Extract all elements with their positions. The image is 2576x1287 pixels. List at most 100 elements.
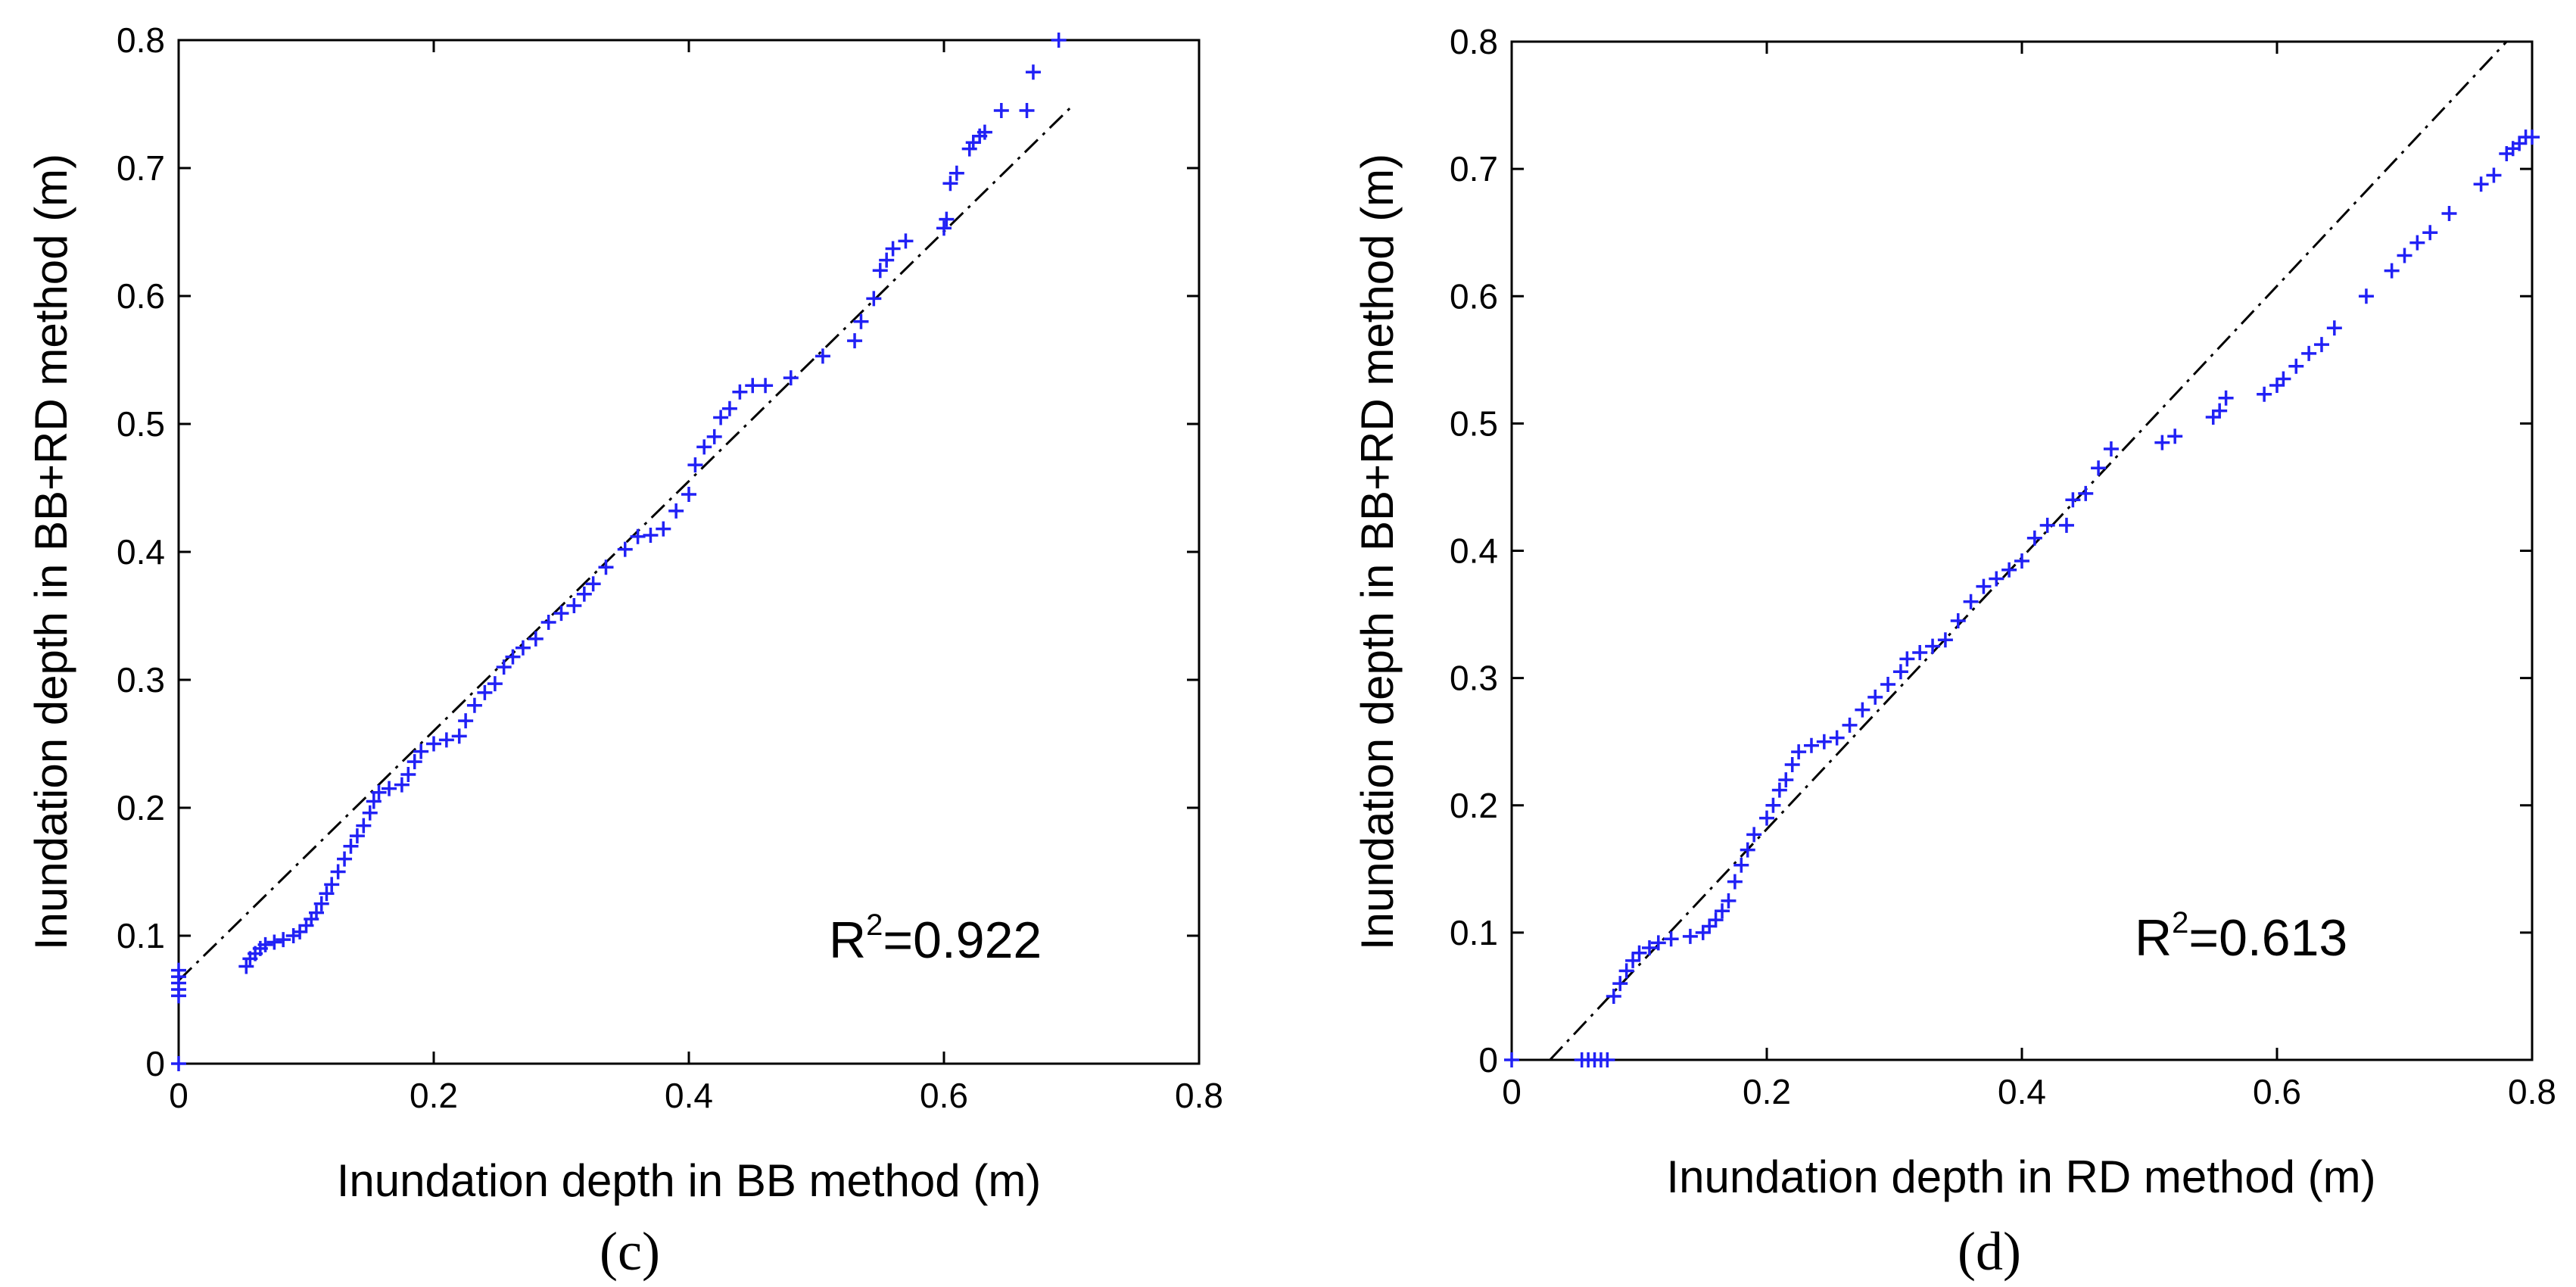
data-point (643, 528, 659, 544)
data-point (337, 851, 353, 867)
data-point (1778, 772, 1794, 788)
data-point (2326, 320, 2342, 336)
data-point (400, 767, 416, 783)
y-tick-label: 0.5 (1450, 404, 1498, 443)
data-point (2014, 553, 2029, 569)
y-tick-label: 0.3 (117, 660, 165, 700)
x-axis-label: Inundation depth in BB method (m) (337, 1155, 1042, 1206)
y-tick-labels: 0 0.1 0.2 0.3 0.4 0.5 0.6 0.7 0.8 (1450, 22, 1498, 1080)
data-point (356, 818, 372, 834)
x-tick-label: 0.2 (1743, 1072, 1791, 1111)
data-point (566, 597, 582, 613)
data-point (2039, 517, 2055, 533)
data-point (936, 220, 952, 236)
data-point (1740, 842, 1755, 858)
data-point (1612, 976, 1628, 992)
data-point (2313, 337, 2329, 353)
data-point (451, 728, 467, 744)
data-point (2218, 390, 2234, 406)
data-point (2486, 167, 2502, 183)
data-point (1880, 677, 1896, 693)
data-point (1976, 578, 1992, 594)
data-point (1899, 651, 1915, 667)
data-point (1663, 931, 1679, 947)
data-point (413, 743, 429, 759)
data-point (853, 313, 869, 329)
data-point (2397, 248, 2412, 263)
data-point (540, 614, 556, 630)
data-point (1727, 874, 1743, 890)
data-point (1829, 730, 1845, 746)
data-point (885, 241, 901, 257)
data-point (1641, 940, 1657, 956)
y-tick-label: 0.2 (117, 788, 165, 827)
data-point (696, 439, 712, 455)
x-axis-label: Inundation depth in RD method (m) (1666, 1151, 2375, 1202)
data-point (382, 781, 397, 796)
tick-marks (177, 39, 1201, 1065)
data-point (598, 559, 614, 575)
data-point (349, 828, 365, 844)
data-point (879, 252, 895, 268)
tick-marks (1510, 40, 2534, 1061)
data-point (1989, 571, 2004, 587)
data-point (324, 877, 340, 893)
data-point (2065, 492, 2081, 508)
data-point (783, 370, 799, 386)
data-point (630, 528, 646, 544)
data-point (505, 649, 521, 665)
data-point (1771, 782, 1787, 798)
data-point (371, 784, 387, 800)
data-point (993, 102, 1009, 118)
data-point (872, 263, 888, 279)
data-point (2441, 205, 2457, 221)
data-point (292, 924, 308, 940)
data-point (576, 586, 592, 602)
data-point (553, 606, 569, 622)
data-point (732, 384, 748, 400)
data-markers (1504, 129, 2540, 1067)
data-point (758, 378, 774, 394)
data-point (1715, 903, 1730, 919)
data-point (466, 697, 482, 713)
y-tick-label: 0.4 (117, 532, 165, 572)
scatter-panel-d: 0 0.2 0.4 0.6 0.8 00.10.20.30.40.50.60.70.8 … (1352, 22, 2556, 1282)
y-tick-label: 0.7 (1450, 149, 1498, 189)
data-point (965, 135, 981, 151)
data-point (2384, 263, 2400, 279)
data-point (308, 905, 324, 921)
data-point (515, 640, 531, 656)
data-point (948, 165, 964, 181)
x-tick-label: 0.6 (920, 1076, 968, 1115)
data-point (1816, 734, 1832, 749)
data-point (1759, 810, 1774, 826)
data-point (330, 864, 346, 880)
data-point (266, 934, 282, 950)
data-markers (171, 33, 1067, 1071)
data-point (319, 886, 335, 902)
data-point (617, 541, 633, 557)
data-point (528, 631, 544, 647)
data-point (815, 348, 830, 364)
data-point (257, 936, 273, 952)
data-point (406, 754, 422, 770)
data-point (942, 176, 958, 192)
data-point (2001, 562, 2017, 578)
x-tick-label: 0.8 (1175, 1076, 1223, 1115)
data-point (866, 291, 882, 307)
data-point (656, 521, 671, 537)
data-point (458, 713, 474, 729)
data-point (681, 486, 696, 502)
data-point (487, 676, 503, 692)
data-point (366, 793, 382, 809)
y-tick-label: 0.1 (117, 916, 165, 955)
data-point (2058, 517, 2074, 533)
data-point (745, 378, 761, 394)
data-point (2409, 235, 2425, 251)
data-point (2078, 485, 2094, 501)
data-point (2167, 428, 2183, 444)
scatter-panel-c: 0 0.2 0.4 0.6 0.8 00.10.20.30.40.50.60.70.8 … (26, 20, 1223, 1282)
y-tick-label: 0.7 (117, 148, 165, 188)
y-tick-label: 0.8 (1450, 22, 1498, 61)
